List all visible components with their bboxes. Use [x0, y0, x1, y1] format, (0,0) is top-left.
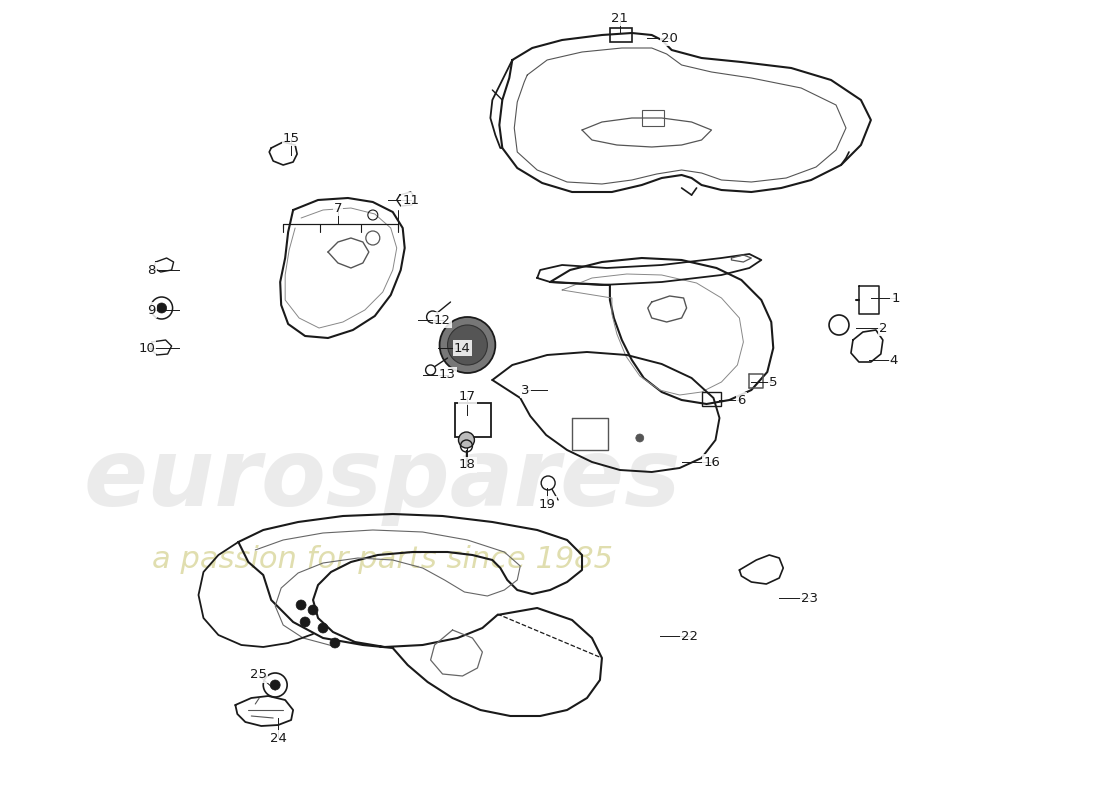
Circle shape — [636, 434, 644, 442]
Circle shape — [459, 432, 474, 448]
Text: 5: 5 — [769, 375, 778, 389]
Text: 25: 25 — [250, 669, 267, 682]
Text: 14: 14 — [454, 342, 471, 354]
Text: 19: 19 — [539, 498, 556, 510]
Text: 9: 9 — [147, 303, 156, 317]
Bar — [641, 110, 663, 126]
Text: 21: 21 — [612, 11, 628, 25]
Circle shape — [156, 303, 166, 313]
Text: eurospares: eurospares — [84, 434, 682, 526]
Circle shape — [541, 476, 556, 490]
Text: 7: 7 — [333, 202, 342, 214]
Circle shape — [440, 317, 495, 373]
Text: 16: 16 — [703, 455, 719, 469]
Circle shape — [448, 325, 487, 365]
Text: 23: 23 — [801, 591, 817, 605]
Text: 17: 17 — [459, 390, 476, 403]
Text: 20: 20 — [661, 31, 678, 45]
Bar — [702, 392, 722, 406]
Circle shape — [300, 617, 310, 627]
Text: 6: 6 — [737, 394, 746, 406]
Text: 4: 4 — [890, 354, 898, 366]
Circle shape — [426, 365, 436, 375]
Text: 2: 2 — [879, 322, 887, 334]
Text: 3: 3 — [521, 383, 529, 397]
Text: 18: 18 — [459, 458, 476, 471]
Text: 22: 22 — [681, 630, 698, 642]
Text: 13: 13 — [439, 369, 456, 382]
Bar — [609, 28, 631, 42]
Circle shape — [330, 638, 340, 648]
Circle shape — [308, 605, 318, 615]
Circle shape — [296, 600, 306, 610]
Text: 15: 15 — [283, 131, 299, 145]
Text: 10: 10 — [139, 342, 155, 354]
Text: 8: 8 — [147, 263, 156, 277]
Circle shape — [427, 311, 439, 323]
Text: 12: 12 — [434, 314, 451, 326]
Circle shape — [318, 623, 328, 633]
Text: a passion for parts since 1985: a passion for parts since 1985 — [152, 546, 614, 574]
Text: 24: 24 — [270, 731, 287, 745]
Text: 11: 11 — [403, 194, 419, 206]
Bar — [455, 403, 492, 437]
Circle shape — [271, 680, 281, 690]
Text: 1: 1 — [891, 291, 900, 305]
